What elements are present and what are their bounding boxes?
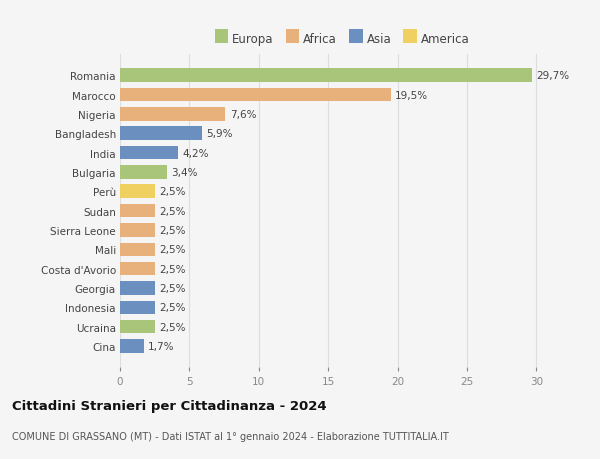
Bar	[120, 224, 155, 237]
Bar	[120, 204, 155, 218]
Bar	[120, 108, 226, 121]
Text: 2,5%: 2,5%	[159, 206, 185, 216]
Text: 3,4%: 3,4%	[172, 168, 198, 178]
Text: COMUNE DI GRASSANO (MT) - Dati ISTAT al 1° gennaio 2024 - Elaborazione TUTTITALI: COMUNE DI GRASSANO (MT) - Dati ISTAT al …	[12, 431, 449, 442]
Bar	[120, 243, 155, 257]
Bar	[120, 262, 155, 276]
Bar	[120, 281, 155, 295]
Text: 5,9%: 5,9%	[206, 129, 233, 139]
Text: 19,5%: 19,5%	[395, 90, 428, 101]
Text: 4,2%: 4,2%	[182, 148, 209, 158]
Text: 7,6%: 7,6%	[230, 110, 256, 120]
Text: 2,5%: 2,5%	[159, 302, 185, 313]
Text: Cittadini Stranieri per Cittadinanza - 2024: Cittadini Stranieri per Cittadinanza - 2…	[12, 399, 326, 412]
Bar	[120, 301, 155, 314]
Bar	[120, 185, 155, 199]
Text: 29,7%: 29,7%	[536, 71, 569, 81]
Text: 2,5%: 2,5%	[159, 225, 185, 235]
Text: 2,5%: 2,5%	[159, 283, 185, 293]
Text: 2,5%: 2,5%	[159, 245, 185, 255]
Text: 2,5%: 2,5%	[159, 187, 185, 197]
Bar	[120, 166, 167, 179]
Text: 2,5%: 2,5%	[159, 322, 185, 332]
Legend: Europa, Africa, Asia, America: Europa, Africa, Asia, America	[215, 33, 470, 46]
Bar	[120, 89, 391, 102]
Text: 1,7%: 1,7%	[148, 341, 174, 351]
Bar	[120, 320, 155, 334]
Bar	[120, 146, 178, 160]
Bar	[120, 340, 143, 353]
Text: 2,5%: 2,5%	[159, 264, 185, 274]
Bar	[120, 69, 532, 83]
Bar	[120, 127, 202, 141]
